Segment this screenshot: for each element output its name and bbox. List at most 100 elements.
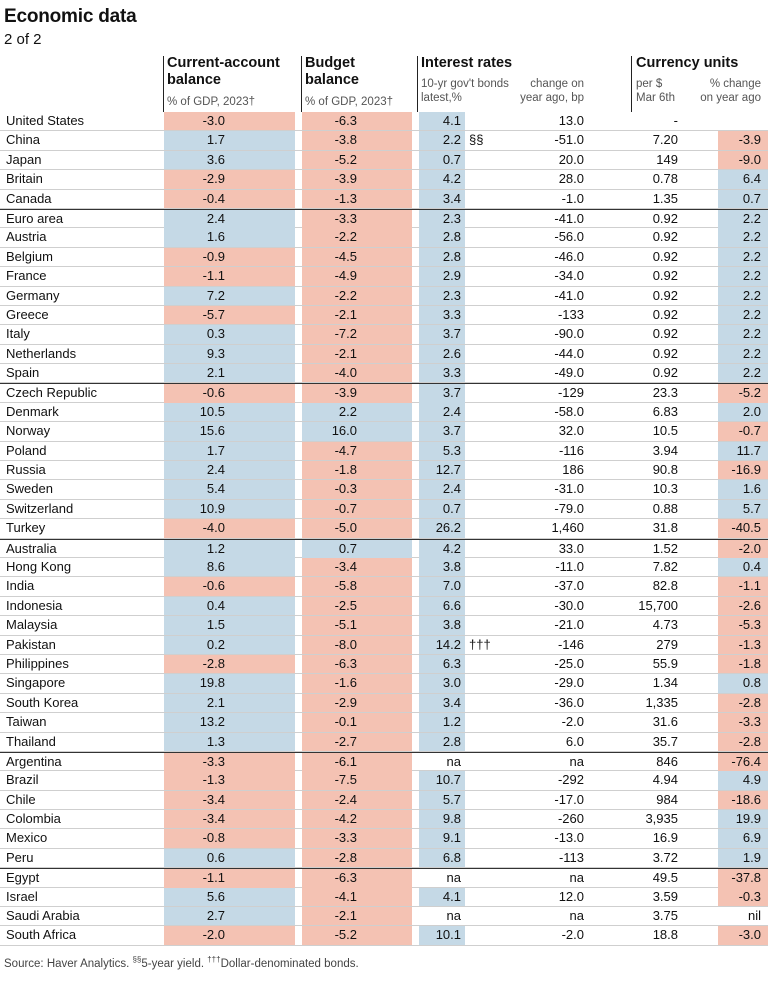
currency-subheader-change: % change on year ago: [700, 78, 761, 104]
page-subtitle: 2 of 2: [4, 31, 42, 48]
bond-yield-cell: 2.8: [419, 247, 465, 267]
currency-rate-cell: -: [673, 113, 678, 128]
current-account-cell: 15.6: [164, 422, 295, 441]
currency-rate-cell: 846: [656, 753, 678, 769]
currency-rate-cell: 55.9: [652, 655, 678, 671]
bond-yield-cell: 6.8: [419, 848, 465, 868]
country-cell: Taiwan: [6, 714, 47, 730]
footnote-marker: †††: [469, 636, 491, 652]
table-row: Israel 5.6 -4.1 4.1 12.0 3.59 -0.3: [0, 887, 768, 908]
bond-yield-cell: 14.2: [419, 635, 465, 654]
table-row: Indonesia 0.4 -2.5 6.6 -30.0 15,700 -2.6: [0, 596, 768, 617]
yield-change-cell: -11.0: [555, 558, 584, 574]
current-account-cell: -2.0: [164, 926, 295, 945]
yield-change-cell: -56.0: [554, 229, 584, 245]
currency-rate-cell: 7.20: [652, 132, 678, 148]
budget-cell: -1.8: [302, 461, 412, 480]
country-cell: France: [6, 268, 47, 284]
table-row: Sweden 5.4 -0.3 2.4 -31.0 10.3 1.6: [0, 480, 768, 500]
currency-change-cell: -3.3: [718, 713, 768, 732]
table-row: Greece -5.7 -2.1 3.3 -133 0.92 2.2: [0, 305, 768, 326]
currency-change-cell: -18.6: [718, 790, 768, 810]
table-row: United States -3.0 -6.3 4.1 13.0 -: [0, 112, 768, 132]
current-account-cell: 5.6: [164, 887, 295, 907]
currency-rate-cell: 90.8: [652, 462, 678, 478]
budget-cell: -2.1: [302, 344, 412, 364]
table-row: Euro area 2.4 -3.3 2.3 -41.0 0.92 2.2: [0, 208, 768, 229]
bond-yield-cell: 2.2: [419, 131, 465, 150]
footer-note: Source: Haver Analytics. §§5-year yield.…: [4, 955, 359, 970]
currency-change-cell: -1.1: [718, 577, 768, 596]
currency-rate-cell: 279: [656, 636, 678, 652]
country-cell: Norway: [6, 423, 51, 439]
current-account-cell: 19.8: [164, 674, 295, 693]
yield-change-cell: -46.0: [554, 248, 584, 264]
country-cell: Chile: [6, 791, 36, 807]
table-row: Saudi Arabia 2.7 -2.1 na na 3.75 nil: [0, 907, 768, 927]
currency-rate-cell: 49.5: [652, 870, 678, 886]
current-account-cell: -1.1: [164, 267, 295, 286]
yield-change-cell: na: [569, 870, 584, 886]
currency-rate-cell: 3.75: [652, 908, 678, 924]
interest-header-divider: [417, 56, 418, 112]
table-row: Brazil -1.3 -7.5 10.7 -292 4.94 4.9: [0, 771, 768, 791]
country-cell: Italy: [6, 326, 30, 342]
yield-change-cell: na: [569, 753, 584, 769]
currency-change-cell: 6.9: [718, 829, 768, 848]
bond-yield-cell: 4.2: [419, 170, 465, 189]
bond-yield-cell: 5.7: [419, 790, 465, 810]
currency-rate-cell: 1.34: [652, 675, 678, 691]
bond-yield-cell: 3.0: [419, 674, 465, 693]
page-title: Economic data: [4, 6, 137, 27]
budget-cell: -2.2: [302, 286, 412, 305]
table-row: Singapore 19.8 -1.6 3.0 -29.0 1.34 0.8: [0, 674, 768, 694]
budget-cell: -4.1: [302, 887, 412, 907]
table-row: Mexico -0.8 -3.3 9.1 -13.0 16.9 6.9: [0, 829, 768, 849]
yield-change-cell: 13.0: [558, 113, 584, 128]
country-cell: Saudi Arabia: [6, 908, 80, 924]
currency-change-cell: -5.2: [718, 384, 768, 403]
currency-change-cell: 2.2: [718, 364, 768, 383]
table-row: Hong Kong 8.6 -3.4 3.8 -11.0 7.82 0.4: [0, 557, 768, 578]
country-cell: Denmark: [6, 403, 59, 419]
yield-change-cell: -29.0: [554, 675, 584, 691]
current-account-cell: -2.9: [164, 170, 295, 189]
bond-yield-cell: 3.8: [419, 557, 465, 577]
country-cell: Turkey: [6, 520, 46, 536]
currency-change-cell: 2.2: [718, 247, 768, 267]
current-account-cell: 1.7: [164, 441, 295, 461]
country-cell: Czech Republic: [6, 385, 98, 401]
budget-cell: -4.7: [302, 441, 412, 461]
current-account-cell: 0.6: [164, 848, 295, 868]
bond-yield-cell: 3.7: [419, 384, 465, 403]
currency-rate-cell: 3,935: [645, 811, 678, 827]
interest-subheader-rate: 10-yr gov't bonds latest,%: [421, 78, 509, 104]
data-table: United States -3.0 -6.3 4.1 13.0- China 1.7 -3.…: [0, 112, 768, 946]
budget-cell: -6.3: [302, 869, 412, 888]
current-account-cell: -0.9: [164, 247, 295, 267]
currency-rate-cell: 10.5: [652, 423, 678, 439]
budget-cell: -2.1: [302, 907, 412, 926]
bond-yield-cell: 6.6: [419, 596, 465, 616]
budget-cell: -6.3: [302, 112, 412, 131]
budget-cell: -3.4: [302, 557, 412, 577]
budget-cell: -4.5: [302, 247, 412, 267]
currency-rate-cell: 31.8: [652, 520, 678, 536]
budget-cell: 0.7: [302, 539, 412, 558]
country-cell: Netherlands: [6, 345, 77, 361]
bond-yield-cell: 10.1: [419, 926, 465, 945]
budget-cell: -5.8: [302, 577, 412, 596]
bond-yield-cell: 3.4: [419, 693, 465, 713]
currency-header-divider: [631, 56, 632, 112]
bond-yield-cell: na: [446, 870, 461, 886]
bond-yield-cell: 3.3: [419, 364, 465, 383]
current-account-cell: 2.1: [164, 693, 295, 713]
country-cell: Singapore: [6, 675, 66, 691]
current-account-cell: -3.3: [164, 752, 295, 772]
bond-yield-cell: 3.8: [419, 616, 465, 635]
currency-change-cell: 5.7: [718, 499, 768, 519]
currency-rate-cell: 7.82: [652, 558, 678, 574]
current-account-cell: 13.2: [164, 713, 295, 732]
budget-cell: -7.2: [302, 325, 412, 344]
country-cell: South Africa: [6, 927, 77, 943]
